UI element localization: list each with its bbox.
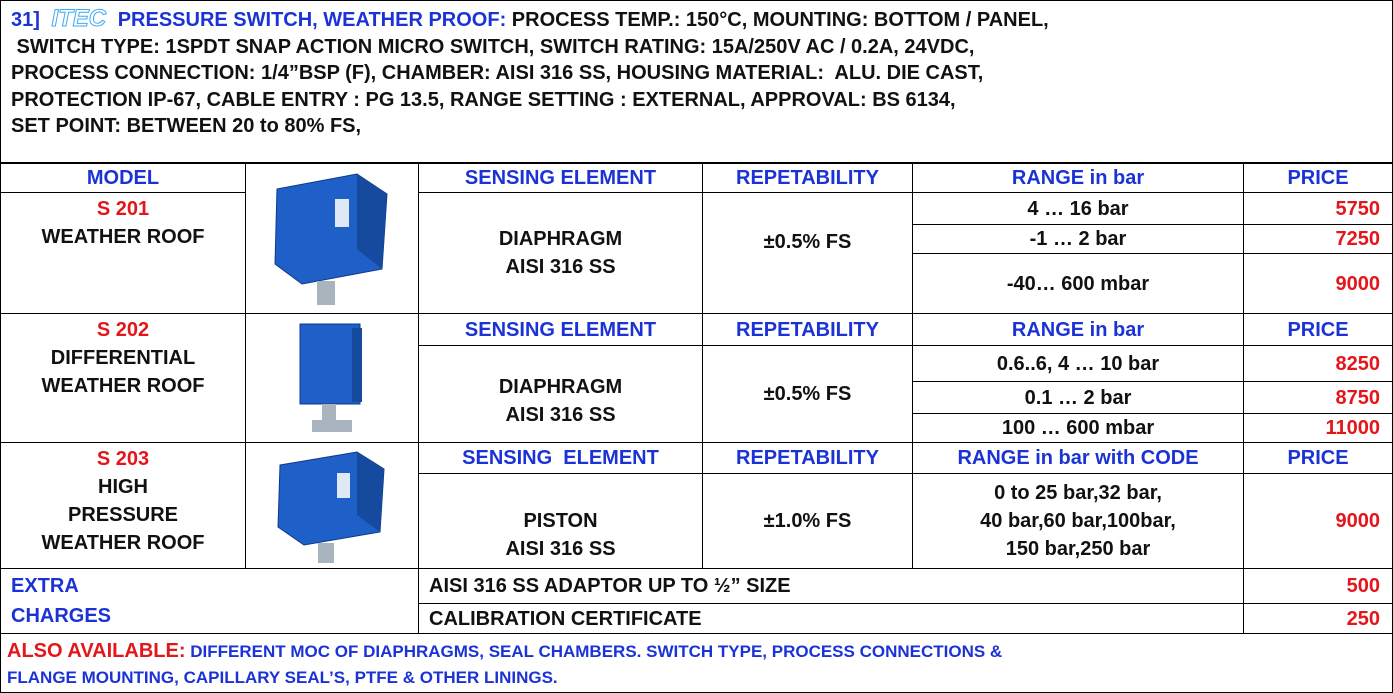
element: PISTON (523, 507, 597, 535)
product-image (262, 447, 402, 565)
column-header: SENSING ELEMENT (418, 442, 703, 474)
range-cell: 0 to 25 bar,32 bar,40 bar,60 bar,100bar,… (912, 473, 1244, 569)
model: S 201 (97, 195, 149, 223)
footer-line: ALSO AVAILABLE: DIFFERENT MOC OF DIAPHRA… (7, 638, 1386, 665)
repeatability: ±0.5% FS (702, 345, 913, 443)
column-header: REPETABILITY (702, 163, 913, 193)
product-image (257, 169, 407, 309)
price: 9000 (1243, 253, 1393, 314)
range: 0 to 25 bar,32 bar, (994, 479, 1162, 507)
model-description: WEATHER ROOF (42, 372, 205, 400)
extra-label-line: EXTRA (11, 571, 79, 601)
product-image-cell (245, 313, 419, 443)
range: 40 bar,60 bar,100bar, (980, 507, 1176, 535)
page: 31] ITEC PRESSURE SWITCH, WEATHER PROOF:… (0, 0, 1393, 693)
range: 0.1 … 2 bar (912, 381, 1244, 414)
price: 250 (1243, 603, 1393, 634)
footer-line: FLANGE MOUNTING, CAPILLARY SEAL’S, PTFE … (7, 665, 1386, 691)
price: 8750 (1243, 381, 1393, 414)
footer: ALSO AVAILABLE: DIFFERENT MOC OF DIAPHRA… (0, 633, 1393, 693)
column-header: PRICE (1243, 163, 1393, 193)
price: 5750 (1243, 192, 1393, 225)
header: 31] ITEC PRESSURE SWITCH, WEATHER PROOF:… (0, 0, 1393, 163)
column-header: REPETABILITY (702, 313, 913, 346)
model-description: PRESSURE (68, 501, 178, 529)
column-header: PRICE (1243, 442, 1393, 474)
logo: ITEC (51, 5, 106, 32)
price: 500 (1243, 568, 1393, 604)
header-line: 31] ITEC PRESSURE SWITCH, WEATHER PROOF:… (11, 6, 1382, 34)
product-image-cell (245, 442, 419, 569)
header-line: SWITCH TYPE: 1SPDT SNAP ACTION MICRO SWI… (11, 34, 1382, 61)
footer-text: DIFFERENT MOC OF DIAPHRAGMS, SEAL CHAMBE… (190, 642, 1002, 661)
element: AISI 316 SS (505, 401, 615, 429)
model-description: DIFFERENTIAL (51, 344, 195, 372)
price: 11000 (1243, 413, 1393, 443)
model-description: HIGH (98, 473, 148, 501)
range: 100 … 600 mbar (912, 413, 1244, 443)
extra-label-line: CHARGES (11, 601, 111, 631)
model-description: WEATHER ROOF (42, 223, 205, 251)
price: 7250 (1243, 224, 1393, 254)
header-line: PROTECTION IP-67, CABLE ENTRY : PG 13.5,… (11, 87, 1382, 114)
header-number: 31] (11, 9, 40, 31)
model: S 203 (97, 445, 149, 473)
header-line: SET POINT: BETWEEN 20 to 80% FS, (11, 113, 1382, 140)
price: 9000 (1243, 473, 1393, 569)
header-line: PROCESS CONNECTION: 1/4”BSP (F), CHAMBER… (11, 60, 1382, 87)
extra-item: CALIBRATION CERTIFICATE (418, 603, 1244, 634)
element: AISI 316 SS (505, 253, 615, 281)
column-header: SENSING ELEMENT (418, 313, 703, 346)
column-header: SENSING ELEMENT (418, 163, 703, 193)
repeatability: ±0.5% FS (702, 192, 913, 314)
element: AISI 316 SS (505, 535, 615, 563)
column-header: RANGE in bar (912, 313, 1244, 346)
column-header: MODEL (0, 163, 246, 193)
product-image (292, 316, 372, 440)
footer-label: ALSO AVAILABLE: (7, 640, 186, 662)
range: 150 bar,250 bar (1006, 535, 1151, 563)
column-header: RANGE in bar with CODE (912, 442, 1244, 474)
product-image-cell (245, 163, 419, 314)
extra-item: AISI 316 SS ADAPTOR UP TO ½” SIZE (418, 568, 1244, 604)
element: DIAPHRAGM (499, 373, 622, 401)
element: DIAPHRAGM (499, 225, 622, 253)
header-title: PRESSURE SWITCH, WEATHER PROOF: (118, 9, 507, 31)
column-header: REPETABILITY (702, 442, 913, 474)
column-header: PRICE (1243, 313, 1393, 346)
model-description: WEATHER ROOF (42, 529, 205, 557)
range: -40… 600 mbar (912, 253, 1244, 314)
header-text: PROCESS TEMP.: 150°C, MOUNTING: BOTTOM /… (512, 9, 1049, 31)
column-header: RANGE in bar (912, 163, 1244, 193)
range: -1 … 2 bar (912, 224, 1244, 254)
price: 8250 (1243, 345, 1393, 382)
repeatability: ±1.0% FS (702, 473, 913, 569)
range: 0.6..6, 4 … 10 bar (912, 345, 1244, 382)
model: S 202 (97, 316, 149, 344)
range: 4 … 16 bar (912, 192, 1244, 225)
